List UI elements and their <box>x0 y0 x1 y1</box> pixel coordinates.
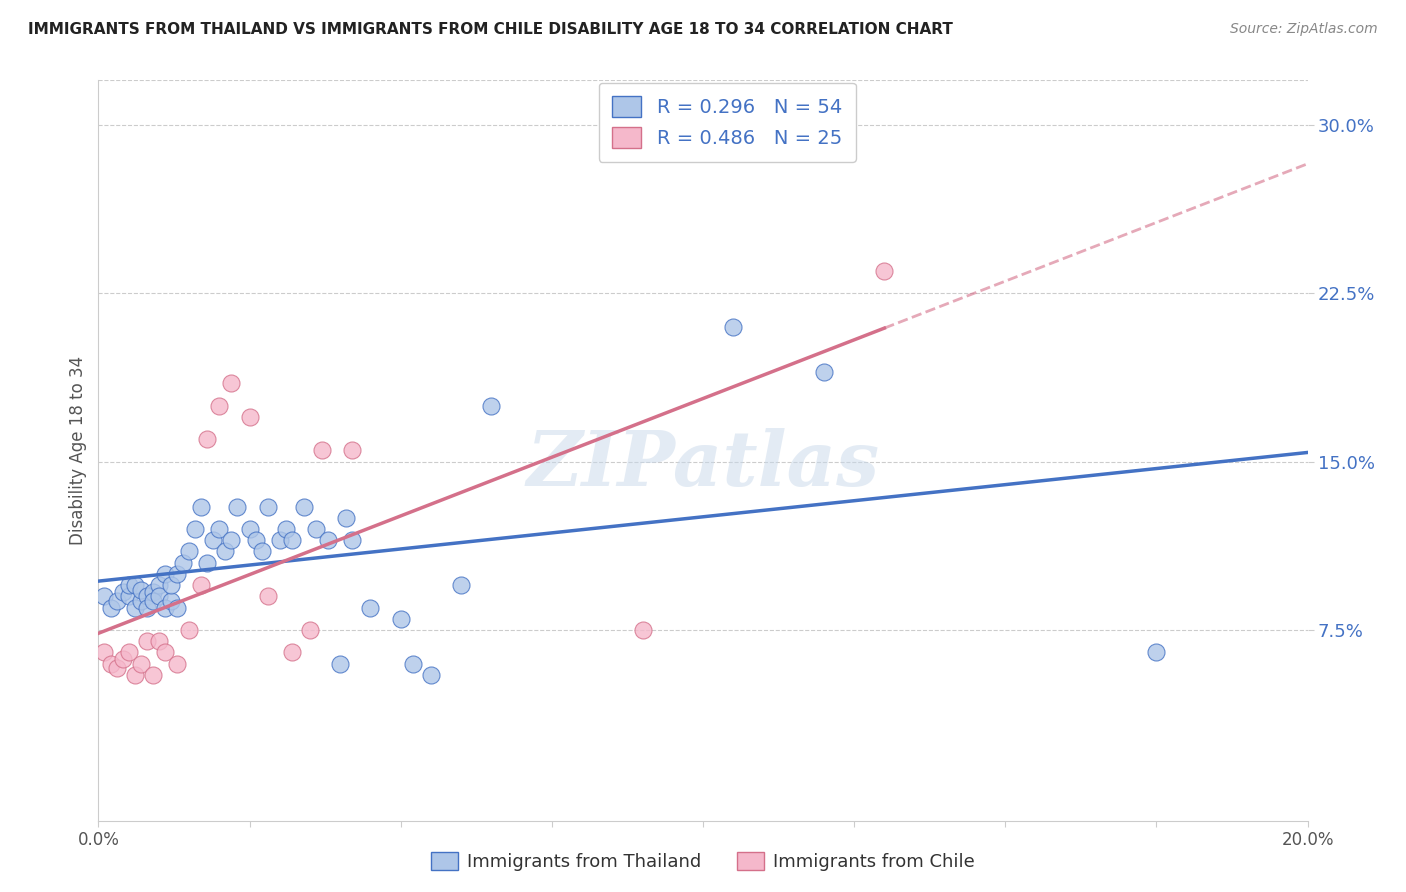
Point <box>148 634 170 648</box>
Point <box>105 661 128 675</box>
Point <box>160 594 183 608</box>
Point <box>93 589 115 603</box>
Point <box>245 533 267 548</box>
Point <box>153 600 176 615</box>
Point <box>179 623 201 637</box>
Point <box>195 556 218 570</box>
Point <box>256 589 278 603</box>
Point <box>292 500 315 514</box>
Point <box>208 522 231 536</box>
Point <box>111 652 134 666</box>
Point <box>481 399 503 413</box>
Point <box>160 578 183 592</box>
Point <box>135 589 157 603</box>
Point <box>124 578 146 592</box>
Point <box>124 668 146 682</box>
Point <box>420 668 443 682</box>
Point <box>342 533 364 548</box>
Point <box>118 589 141 603</box>
Legend: R = 0.296   N = 54, R = 0.486   N = 25: R = 0.296 N = 54, R = 0.486 N = 25 <box>599 83 856 162</box>
Text: Source: ZipAtlas.com: Source: ZipAtlas.com <box>1230 22 1378 37</box>
Point <box>93 645 115 659</box>
Point <box>631 623 654 637</box>
Point <box>166 657 188 671</box>
Point <box>142 668 165 682</box>
Point <box>342 443 364 458</box>
Point <box>142 594 165 608</box>
Point <box>135 634 157 648</box>
Y-axis label: Disability Age 18 to 34: Disability Age 18 to 34 <box>69 356 87 545</box>
Point <box>250 544 273 558</box>
Point <box>239 409 262 424</box>
Point <box>148 578 170 592</box>
Point <box>813 365 835 379</box>
Point <box>100 600 122 615</box>
Point <box>153 566 176 581</box>
Point <box>723 320 745 334</box>
Point <box>172 556 194 570</box>
Point <box>105 594 128 608</box>
Point <box>221 533 243 548</box>
Point <box>214 544 236 558</box>
Point <box>311 443 333 458</box>
Point <box>118 645 141 659</box>
Point <box>329 657 352 671</box>
Point <box>166 600 188 615</box>
Point <box>281 645 304 659</box>
Point <box>190 500 212 514</box>
Point <box>274 522 297 536</box>
Point <box>873 264 896 278</box>
Point <box>190 578 212 592</box>
Point <box>100 657 122 671</box>
Point <box>316 533 339 548</box>
Point <box>256 500 278 514</box>
Point <box>148 589 170 603</box>
Point <box>129 594 152 608</box>
Point <box>299 623 322 637</box>
Point <box>360 600 382 615</box>
Point <box>153 645 176 659</box>
Point <box>1144 645 1167 659</box>
Point <box>166 566 188 581</box>
Point <box>239 522 262 536</box>
Point <box>129 582 152 597</box>
Point <box>281 533 304 548</box>
Text: IMMIGRANTS FROM THAILAND VS IMMIGRANTS FROM CHILE DISABILITY AGE 18 TO 34 CORREL: IMMIGRANTS FROM THAILAND VS IMMIGRANTS F… <box>28 22 953 37</box>
Point <box>111 584 134 599</box>
Point <box>195 432 218 446</box>
Point <box>450 578 472 592</box>
Point <box>135 600 157 615</box>
Text: ZIPatlas: ZIPatlas <box>526 428 880 502</box>
Point <box>226 500 249 514</box>
Point <box>335 510 357 524</box>
Point <box>184 522 207 536</box>
Point <box>179 544 201 558</box>
Point <box>269 533 291 548</box>
Point <box>402 657 425 671</box>
Point <box>202 533 225 548</box>
Point <box>124 600 146 615</box>
Point <box>129 657 152 671</box>
Point <box>142 584 165 599</box>
Point <box>389 612 412 626</box>
Point <box>118 578 141 592</box>
Point <box>221 376 243 391</box>
Point <box>208 399 231 413</box>
Point <box>305 522 328 536</box>
Legend: Immigrants from Thailand, Immigrants from Chile: Immigrants from Thailand, Immigrants fro… <box>423 845 983 879</box>
